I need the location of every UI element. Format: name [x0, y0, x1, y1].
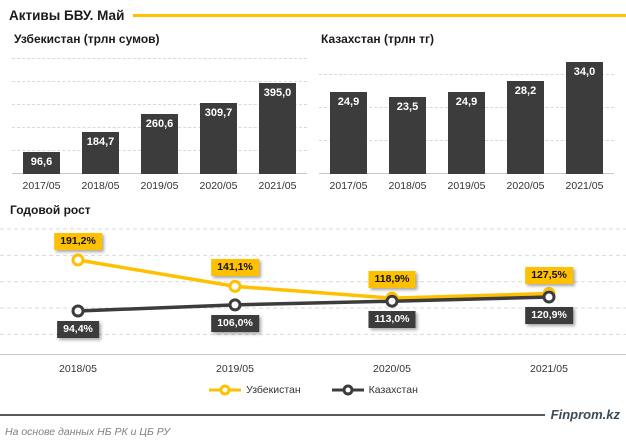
bar-value-label: 395,0	[263, 87, 292, 100]
bar: 24,9	[448, 92, 485, 174]
gridline	[12, 104, 307, 105]
header: Активы БВУ. Май	[0, 0, 626, 24]
bars: 96,6 184,7 260,6 309,7 395,0	[12, 51, 307, 174]
page-title: Активы БВУ. Май	[9, 8, 125, 23]
x-axis-label: 2017/05	[329, 180, 368, 192]
data-point-marker	[228, 279, 242, 293]
data-point-label: 106,0%	[211, 314, 259, 332]
uzbekistan-series-marker-icon	[209, 384, 242, 396]
bar-value-label: 24,9	[337, 96, 360, 109]
bar: 96,6	[23, 151, 60, 174]
bar: 34,0	[566, 62, 603, 174]
x-axis-label: 2020/05	[199, 180, 238, 192]
legend-label-kazakhstan: Казахстан	[368, 384, 418, 396]
x-axis-label: 2018/05	[59, 363, 97, 375]
x-axis-label: 2019/05	[216, 363, 254, 375]
kazakhstan-chart-title: Казахстан (трлн тг)	[321, 32, 434, 46]
growth-chart-title: Годовой рост	[10, 203, 91, 217]
legend-item-uzbekistan: Узбекистан	[208, 384, 301, 396]
bar-slot: 28,2	[496, 51, 555, 174]
growth-lines-svg	[0, 228, 626, 355]
x-axis-labels: 2017/05 2018/05 2019/05 2020/05 2021/05	[319, 176, 614, 192]
bar-slot: 184,7	[71, 51, 130, 174]
bar: 260,6	[141, 114, 178, 174]
bar: 184,7	[82, 131, 119, 174]
x-axis-label: 2017/05	[22, 180, 61, 192]
bar-slot: 96,6	[12, 51, 71, 174]
x-axis-label: 2020/05	[373, 363, 411, 375]
series-line	[76, 258, 551, 300]
uzbekistan-chart-title: Узбекистан (трлн сумов)	[14, 32, 160, 46]
data-point-marker	[71, 304, 85, 318]
title-accent-rule	[133, 14, 626, 17]
kazakhstan-bar-plot: 24,9 23,5 24,9 28,2 34,0 2017/05 2018/05 2019/0…	[319, 51, 614, 192]
kazakhstan-series-marker-icon	[331, 384, 364, 396]
footer-rule	[0, 413, 545, 416]
bar: 309,7	[200, 102, 237, 174]
kazakhstan-bar-chart: Казахстан (трлн тг) 24,9 23,5 24,9 28,2 34,0…	[313, 24, 620, 192]
bar: 24,9	[330, 92, 367, 174]
brand-logo: Finprom.kz	[550, 407, 620, 422]
x-axis-label: 2021/05	[565, 180, 604, 192]
data-point-label: 127,5%	[525, 266, 573, 284]
x-axis-label: 2021/05	[258, 180, 297, 192]
data-point-label: 141,1%	[211, 259, 259, 277]
data-point-label: 191,2%	[54, 232, 102, 250]
legend-item-kazakhstan: Казахстан	[331, 384, 418, 396]
bar-value-label: 260,6	[145, 118, 174, 131]
growth-plot-area: 191,2% 141,1% 118,9% 127,5% 94,4% 106,0% 113,0…	[0, 221, 626, 359]
bar-value-label: 34,0	[573, 66, 596, 79]
data-point-label: 120,9%	[525, 307, 573, 325]
bar-charts-row: Узбекистан (трлн сумов) 96,6 184,7 260,6 30…	[0, 24, 626, 192]
legend: Узбекистан Казахстан	[0, 381, 626, 399]
bar-slot: 260,6	[130, 51, 189, 174]
x-axis-label: 2021/05	[530, 363, 568, 375]
data-point-label: 94,4%	[57, 320, 99, 338]
data-point-marker	[71, 253, 85, 267]
x-axis-label: 2018/05	[81, 180, 120, 192]
bar-slot: 24,9	[319, 51, 378, 174]
bar-value-label: 24,9	[455, 96, 478, 109]
bar: 23,5	[389, 96, 426, 174]
bar-value-label: 309,7	[204, 106, 233, 119]
bar-slot: 23,5	[378, 51, 437, 174]
data-point-label: 118,9%	[368, 271, 416, 289]
data-point-marker	[385, 294, 399, 308]
bars: 24,9 23,5 24,9 28,2 34,0	[319, 51, 614, 174]
data-point-marker	[542, 290, 556, 304]
x-axis-label: 2018/05	[388, 180, 427, 192]
growth-x-axis: 2018/05 2019/05 2020/05 2021/05	[0, 359, 626, 379]
data-source-note: На основе данных НБ РК и ЦБ РУ	[5, 426, 170, 438]
bar-value-label: 96,6	[30, 155, 53, 168]
x-axis-labels: 2017/05 2018/05 2019/05 2020/05 2021/05	[12, 176, 307, 192]
bar: 395,0	[259, 83, 296, 174]
gridline	[12, 58, 307, 59]
series-line	[76, 295, 551, 313]
bar-slot: 24,9	[437, 51, 496, 174]
x-axis-label: 2020/05	[506, 180, 545, 192]
x-axis-label: 2019/05	[447, 180, 486, 192]
legend-label-uzbekistan: Узбекистан	[246, 384, 301, 396]
bar-slot: 309,7	[189, 51, 248, 174]
data-point-label: 113,0%	[368, 311, 416, 329]
uzbekistan-bar-plot: 96,6 184,7 260,6 309,7 395,0 2017/05 2018/05 20…	[12, 51, 307, 192]
gridline	[12, 81, 307, 82]
bar-value-label: 28,2	[514, 85, 537, 98]
data-point-marker	[228, 298, 242, 312]
bar: 28,2	[507, 81, 544, 174]
footer: Finprom.kz На основе данных НБ РК и ЦБ Р…	[0, 407, 626, 438]
uzbekistan-bar-chart: Узбекистан (трлн сумов) 96,6 184,7 260,6 30…	[6, 24, 313, 192]
growth-line-chart: Годовой рост 191,2% 141,1% 118,9% 127,5% 94,…	[0, 203, 626, 399]
bar-value-label: 23,5	[396, 100, 419, 113]
footer-rule-row: Finprom.kz	[0, 407, 626, 422]
bar-value-label: 184,7	[86, 135, 115, 148]
gridline	[319, 74, 614, 76]
bar-slot: 395,0	[248, 51, 307, 174]
bar-slot: 34,0	[555, 51, 614, 174]
x-axis-label: 2019/05	[140, 180, 179, 192]
